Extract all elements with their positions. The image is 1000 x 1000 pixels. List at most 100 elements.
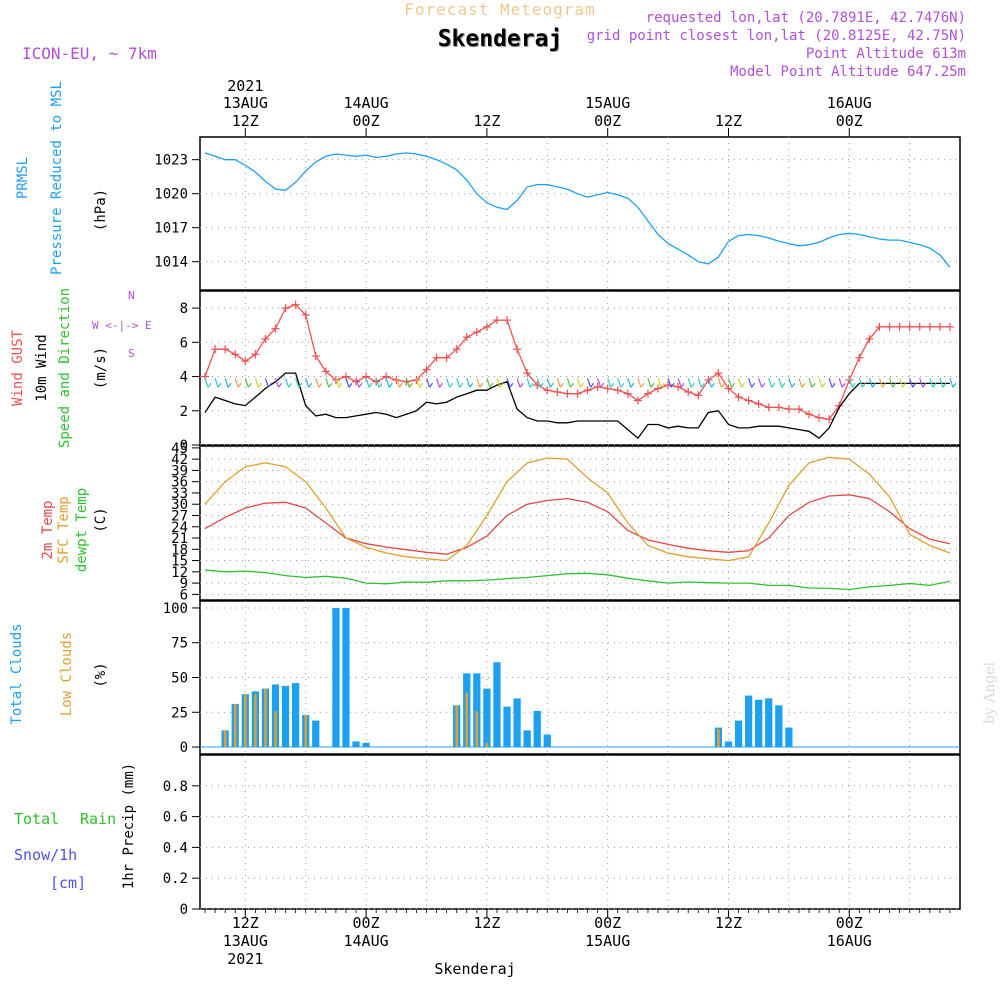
precip-label-cm: [cm] xyxy=(50,874,87,892)
y-tick-label: 39 xyxy=(171,463,188,479)
y-tick-label: 0 xyxy=(180,902,188,918)
point-altitude: Point Altitude 613m xyxy=(805,46,966,62)
wind-direction-arrow xyxy=(264,378,269,388)
bar-total-clouds xyxy=(523,730,531,748)
y-tick-label: 1023 xyxy=(154,153,188,169)
bar-total-clouds xyxy=(292,683,300,748)
wind-direction-arrow xyxy=(328,382,333,388)
wind-direction-arrow xyxy=(519,382,524,388)
series-temp-2 xyxy=(204,569,951,591)
wind-direction-arrow xyxy=(368,382,373,388)
wind-direction-arrow xyxy=(751,382,756,388)
wind-direction-arrow xyxy=(388,382,393,388)
bottom-day-label: 16AUG xyxy=(827,932,872,950)
wind-direction-arrow xyxy=(607,378,612,388)
wind-direction-arrow xyxy=(479,382,484,388)
wind-direction-arrow xyxy=(234,378,239,388)
wind-direction-arrow xyxy=(868,378,873,388)
bar-low-clouds xyxy=(254,694,257,748)
wind-direction-arrow xyxy=(355,378,360,388)
wind-direction-arrow xyxy=(761,382,766,388)
wind-direction-arrow xyxy=(942,382,947,388)
wind-direction-arrow xyxy=(630,382,635,388)
wind-direction-arrow xyxy=(298,382,303,388)
wind-direction-arrow xyxy=(660,382,665,388)
wind-direction-arrow xyxy=(536,378,541,388)
wind-direction-arrow xyxy=(858,378,863,388)
wind-direction-arrow xyxy=(456,378,461,388)
wind-direction-arrow xyxy=(469,382,474,388)
top-hour-label: 12Z xyxy=(473,112,500,130)
wind-direction-arrow xyxy=(939,378,944,388)
wind-direction-arrow xyxy=(637,378,642,388)
y-tick-label: 0.4 xyxy=(163,840,188,856)
top-hour-label: 12Z xyxy=(232,112,259,130)
wind-direction-arrow xyxy=(617,378,622,388)
chart-title: Forecast Meteogram xyxy=(404,0,596,19)
bar-total-clouds xyxy=(533,710,541,748)
bar-total-clouds xyxy=(755,699,763,748)
y-tick-label: 0.8 xyxy=(163,779,188,795)
wind-direction-arrow xyxy=(378,382,383,388)
y-tick-label: 2 xyxy=(180,404,188,420)
wind-direction-arrow xyxy=(861,382,866,388)
top-hour-label: 12Z xyxy=(715,112,742,130)
wind-direction-arrow xyxy=(657,378,662,388)
y-tick-label: 27 xyxy=(171,508,188,524)
panel-frame-4 xyxy=(199,754,961,910)
wind-direction-arrow xyxy=(586,378,592,388)
bottom-year-label: 2021 xyxy=(227,950,263,968)
bar-total-clouds xyxy=(513,698,521,748)
footer-location: Skenderaj xyxy=(434,960,516,978)
bar-total-clouds xyxy=(352,741,360,748)
bottom-hour-label: 00Z xyxy=(353,914,380,932)
wind-direction-arrow xyxy=(418,382,423,388)
wind-direction-arrow xyxy=(217,382,222,388)
wind-direction-arrow xyxy=(700,382,705,388)
top-day-label: 14AUG xyxy=(344,94,389,112)
wind-direction-arrow xyxy=(707,378,712,388)
bottom-day-label: 13AUG xyxy=(223,932,268,950)
wind-direction-arrow xyxy=(308,382,313,388)
wind-direction-arrow xyxy=(576,378,582,388)
bar-low-clouds xyxy=(475,710,479,748)
wind-direction-arrow xyxy=(781,382,786,388)
wind-direction-arrow xyxy=(506,378,511,388)
series-pressure xyxy=(204,152,951,268)
wind-direction-arrow xyxy=(254,378,259,388)
wind-direction-arrow xyxy=(949,378,954,388)
compass-we: W <-|-> E xyxy=(92,319,152,332)
gridpoint-coords: grid point closest lon,lat (20.8125E, 42… xyxy=(586,28,966,44)
wind-direction-arrow xyxy=(247,382,252,388)
y-tick-label: 18 xyxy=(171,542,188,558)
y-tick-label: 15 xyxy=(171,554,188,570)
wind-direction-arrow xyxy=(429,382,433,388)
precip-label-total: Total xyxy=(14,810,60,828)
wind-direction-arrow xyxy=(952,382,957,388)
wind-direction-arrow xyxy=(720,382,725,388)
wind-direction-arrow xyxy=(748,378,753,388)
bottom-hour-label: 00Z xyxy=(836,914,863,932)
wind-direction-arrow xyxy=(476,378,481,388)
requested-coords: requested lon,lat (20.7891E, 42.7476N) xyxy=(645,10,966,26)
wind-direction-arrow xyxy=(499,382,504,388)
wind-direction-arrow xyxy=(345,378,350,388)
top-year-label: 2021 xyxy=(227,77,263,95)
wind-direction-arrow xyxy=(878,378,884,388)
wind-direction-arrow xyxy=(620,382,625,388)
wind-direction-arrow xyxy=(237,382,242,388)
wind-direction-arrow xyxy=(871,382,876,388)
y-tick-label: 6 xyxy=(180,335,188,351)
wind-direction-arrow xyxy=(929,378,934,388)
precip-label-snow: Snow/1h xyxy=(14,846,78,864)
bar-total-clouds xyxy=(493,662,501,748)
wind-direction-arrow xyxy=(398,382,403,388)
wind-direction-arrow xyxy=(818,378,823,388)
y-tick-label: 6 xyxy=(180,587,188,603)
y-tick-label: 0.2 xyxy=(163,871,188,887)
bar-total-clouds xyxy=(483,688,491,748)
bar-low-clouds xyxy=(485,742,489,748)
wind-direction-arrow xyxy=(888,378,894,388)
wind-direction-arrow xyxy=(449,382,454,388)
